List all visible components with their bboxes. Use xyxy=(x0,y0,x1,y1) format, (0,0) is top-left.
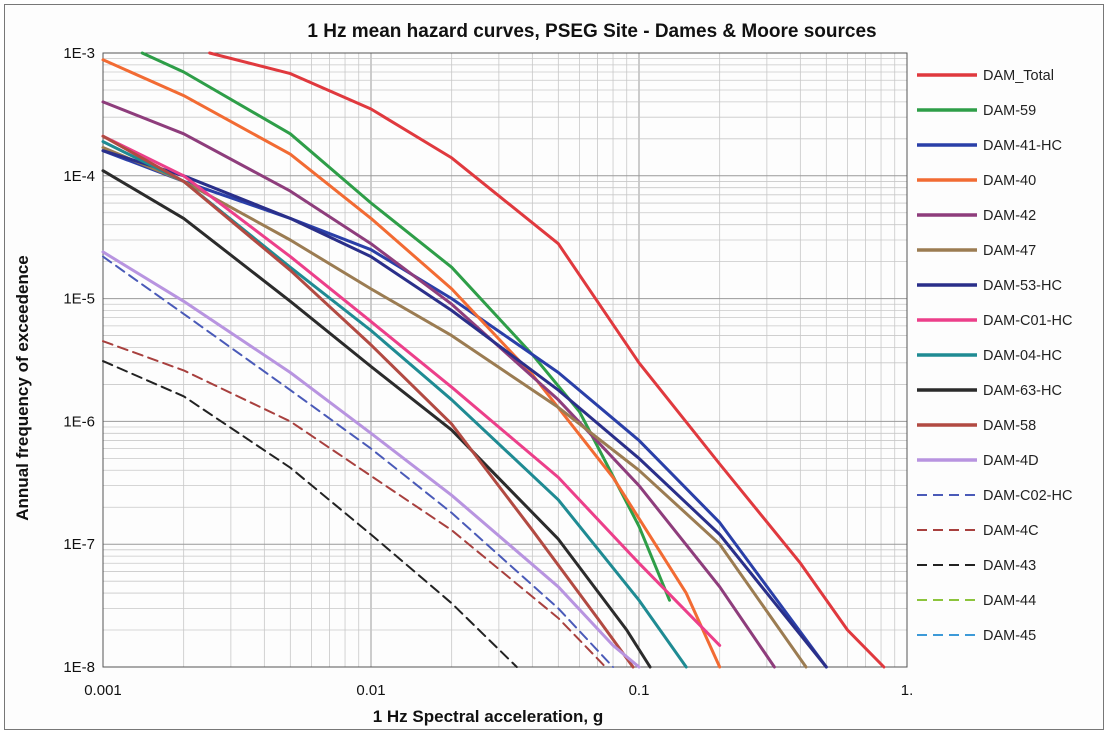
legend-entry-label: DAM-4C xyxy=(983,523,1039,539)
series-line-dam-40 xyxy=(101,58,722,669)
legend: DAM_Total DAM-59 DAM-41-HC DAM-40 DAM-42 DAM-… xyxy=(917,68,1072,644)
series-line-dam-58 xyxy=(101,134,635,669)
legend-entry-label: DAM-53-HC xyxy=(983,278,1062,294)
series-line-dam-4d xyxy=(101,250,641,669)
y-tick-label: 1E-3 xyxy=(63,45,95,62)
legend-entry-label: DAM-40 xyxy=(983,173,1036,189)
legend-entry-label: DAM-41-HC xyxy=(983,138,1062,154)
legend-entry-label: DAM-59 xyxy=(983,103,1036,119)
series-line-dam-63-hc xyxy=(101,169,652,669)
legend-entry-label: DAM_Total xyxy=(983,68,1054,84)
axis-ticks: 0.001 0.01 0.1 1. 1E-3 1E-4 1E-5 1E-6 1E-7 1E-8 xyxy=(63,45,913,699)
series-line-dam-42 xyxy=(101,100,776,669)
x-tick-label: 0.01 xyxy=(356,682,385,699)
legend-entry-label: DAM-58 xyxy=(983,418,1036,434)
legend-entry-label: DAM-4D xyxy=(983,453,1039,469)
legend-entry-label: DAM-C01-HC xyxy=(983,313,1072,329)
x-tick-label: 0.1 xyxy=(629,682,650,699)
series-line-dam-c01-hc xyxy=(101,134,722,647)
y-axis-label: Annual frequency of exceedence xyxy=(13,255,32,520)
legend-entry-label: DAM-04-HC xyxy=(983,348,1062,364)
legend-entry-label: DAM-47 xyxy=(983,243,1036,259)
chart-title: 1 Hz mean hazard curves, PSEG Site - Dam… xyxy=(307,21,876,42)
y-tick-label: 1E-6 xyxy=(63,413,95,430)
chart-figure: 1 Hz mean hazard curves, PSEG Site - Dam… xyxy=(4,4,1104,730)
series-line-dam-41-hc xyxy=(101,149,828,669)
x-axis-label: 1 Hz Spectral acceleration, g xyxy=(373,707,604,726)
y-tick-label: 1E-7 xyxy=(63,536,95,553)
legend-entry-label: DAM-43 xyxy=(983,558,1036,574)
hazard-curve-chart: 1 Hz mean hazard curves, PSEG Site - Dam… xyxy=(13,21,1072,726)
series-line-dam-47 xyxy=(101,146,808,669)
legend-entry-label: DAM-44 xyxy=(983,593,1036,609)
legend-entry-label: DAM-42 xyxy=(983,208,1036,224)
y-tick-label: 1E-5 xyxy=(63,291,95,308)
plot-area-frame xyxy=(102,52,908,668)
legend-entry-label: DAM-63-HC xyxy=(983,383,1062,399)
x-tick-label: 0.001 xyxy=(84,682,122,699)
y-tick-label: 1E-4 xyxy=(63,168,95,185)
series-line-dam-43 xyxy=(102,360,518,668)
series-line-dam-53-hc xyxy=(101,149,828,669)
series-line-dam-4c xyxy=(102,340,607,668)
legend-entry-label: DAM-C02-HC xyxy=(983,488,1072,504)
y-tick-label: 1E-8 xyxy=(63,659,95,676)
series-line-dam-total xyxy=(208,51,886,669)
series-line-dam-c02-hc xyxy=(102,255,614,668)
legend-entry-label: DAM-45 xyxy=(983,628,1036,644)
series-lines xyxy=(101,51,886,669)
x-tick-label: 1. xyxy=(901,682,914,699)
